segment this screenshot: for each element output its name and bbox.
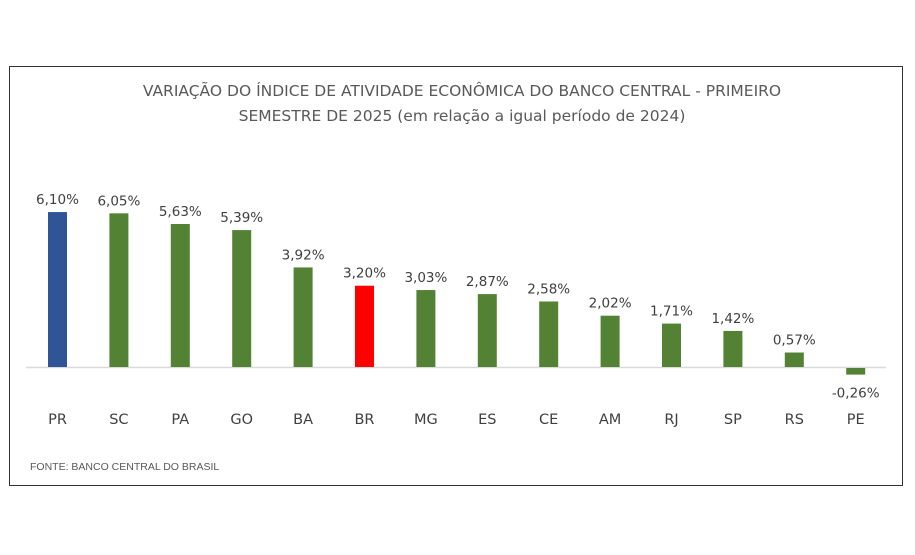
bar-ba — [293, 267, 313, 367]
data-label-sp: 1,42% — [711, 311, 754, 327]
data-label-pr: 6,10% — [36, 192, 79, 208]
data-label-sc: 6,05% — [97, 193, 140, 209]
bar-am — [600, 315, 620, 367]
chart-title-line-1: VARIAÇÃO DO ÍNDICE DE ATIVIDADE ECONÔMIC… — [142, 82, 782, 100]
category-label-go: GO — [230, 412, 253, 428]
chart-frame — [9, 66, 903, 486]
category-label-mg: MG — [414, 412, 438, 428]
bar-pa — [170, 223, 190, 367]
category-label-am: AM — [599, 412, 621, 428]
bar-br — [355, 285, 374, 367]
category-label-br: BR — [354, 412, 374, 428]
category-label-pe: PE — [847, 412, 865, 428]
category-label-pr: PR — [48, 412, 67, 428]
category-label-rs: RS — [785, 412, 804, 428]
bar-pe — [846, 368, 866, 375]
chart-title-line-2: SEMESTRE DE 2025 (em relação a igual per… — [238, 107, 686, 125]
data-label-pa: 5,63% — [159, 204, 202, 220]
category-label-ba: BA — [293, 412, 313, 428]
chart-title: VARIAÇÃO DO ÍNDICE DE ATIVIDADE ECONÔMIC… — [0, 79, 915, 129]
bar-es — [477, 294, 497, 367]
data-label-es: 2,87% — [466, 274, 509, 290]
bar-pr — [48, 212, 67, 367]
data-label-br: 3,20% — [343, 266, 386, 282]
bar-sc — [109, 213, 129, 367]
category-label-sc: SC — [109, 412, 128, 428]
data-label-am: 2,02% — [589, 296, 632, 312]
category-label-sp: SP — [724, 412, 742, 428]
bar-sp — [723, 330, 743, 367]
data-label-pe: -0,26% — [832, 386, 880, 402]
data-label-ce: 2,58% — [527, 281, 570, 297]
category-label-es: ES — [478, 412, 496, 428]
category-label-rj: RJ — [664, 412, 678, 428]
bar-go — [232, 230, 252, 367]
bar-rs — [784, 352, 804, 367]
bar-rj — [662, 323, 681, 367]
category-label-ce: CE — [539, 412, 558, 428]
bar-mg — [416, 290, 436, 367]
data-label-rj: 1,71% — [650, 304, 693, 320]
category-label-pa: PA — [171, 412, 189, 428]
bar-ce — [539, 301, 559, 367]
data-label-go: 5,39% — [220, 210, 263, 226]
data-label-mg: 3,03% — [404, 270, 447, 286]
data-label-rs: 0,57% — [773, 333, 816, 349]
data-label-ba: 3,92% — [282, 247, 325, 263]
chart-source: FONTE: BANCO CENTRAL DO BRASIL — [30, 461, 220, 473]
